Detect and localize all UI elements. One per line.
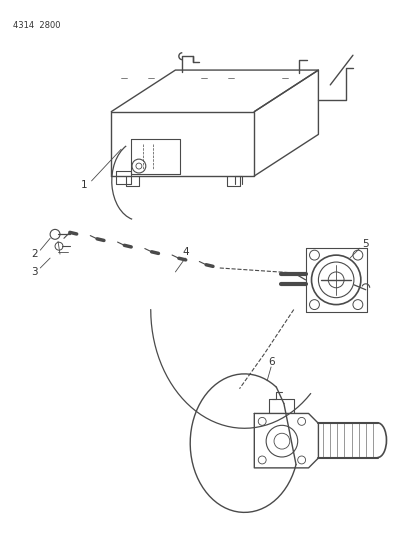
Text: 3: 3 [31,267,38,277]
Text: 5: 5 [362,239,369,249]
Text: 4: 4 [182,247,188,257]
Text: 4314  2800: 4314 2800 [13,21,60,30]
Text: 6: 6 [268,357,275,367]
Text: 1: 1 [80,180,87,190]
Text: 2: 2 [31,249,38,259]
